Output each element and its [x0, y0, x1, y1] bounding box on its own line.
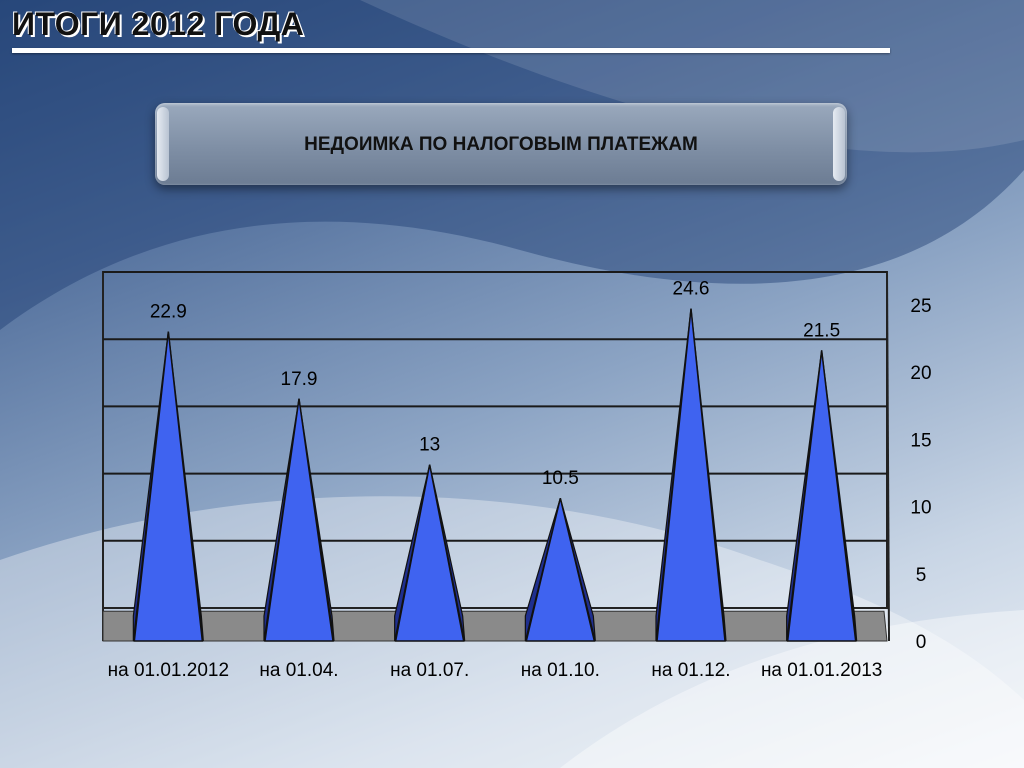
bar-front: [394, 464, 465, 642]
chart-data-labels: 22.9 17.9 13 10.5 24.6 21.5: [150, 279, 840, 490]
bar: [655, 308, 727, 642]
y-tick-label: 10: [910, 498, 931, 519]
bar: [132, 331, 204, 642]
data-label: 21.5: [803, 320, 840, 341]
x-tick-label: на 01.01.2013: [761, 660, 882, 681]
subtitle-banner: НЕДОИМКА ПО НАЛОГОВЫМ ПЛАТЕЖАМ: [155, 103, 847, 185]
bar-front: [133, 331, 204, 642]
chart-floor: [102, 610, 888, 642]
data-label: 24.6: [673, 279, 710, 300]
y-tick-label: 25: [910, 296, 931, 317]
chart-grid: [102, 271, 890, 642]
x-tick-label: на 01.12.: [651, 660, 730, 681]
right-wall-edge: [886, 271, 890, 642]
x-tick-label: на 01.04.: [259, 660, 338, 681]
x-axis-ticks: на 01.01.2012 на 01.04. на 01.07. на 01.10.…: [108, 660, 883, 681]
data-label: 22.9: [150, 302, 187, 323]
y-tick-label: 5: [916, 565, 927, 586]
bar: [394, 464, 466, 642]
chart-floor-plane: [102, 610, 888, 642]
slide-title: ИТОГИ 2012 ГОДА: [12, 6, 305, 42]
title-underline: [12, 48, 890, 53]
data-label: 13: [419, 435, 440, 456]
bar: [263, 398, 335, 642]
chart-bars: [132, 308, 858, 642]
bar: [524, 498, 596, 642]
x-tick-label: на 01.10.: [521, 660, 600, 681]
y-tick-label: 15: [910, 430, 931, 451]
x-tick-label: на 01.07.: [390, 660, 469, 681]
plot-back-wall: [102, 271, 888, 609]
y-axis-ticks: 0 5 10 15 20 25: [910, 296, 931, 653]
y-tick-label: 0: [916, 632, 927, 653]
data-label: 17.9: [281, 369, 318, 390]
data-label: 10.5: [542, 468, 579, 489]
bar: [786, 350, 858, 642]
bar-front: [786, 350, 857, 642]
x-tick-label: на 01.01.2012: [108, 660, 229, 681]
chart-subtitle: НЕДОИМКА ПО НАЛОГОВЫМ ПЛАТЕЖАМ: [304, 134, 698, 155]
bar-front: [525, 498, 596, 642]
bar-front: [264, 398, 334, 642]
bar-front: [656, 308, 726, 642]
y-tick-label: 20: [910, 363, 931, 384]
